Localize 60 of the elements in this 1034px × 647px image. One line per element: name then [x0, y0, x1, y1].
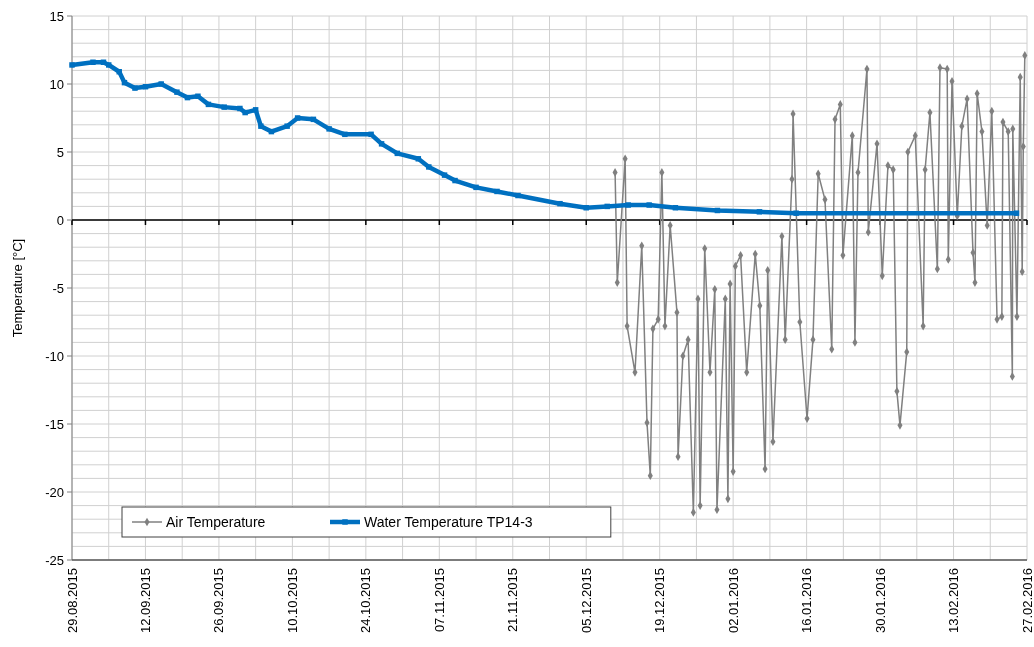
point: [174, 89, 180, 95]
x-tick-label: 05.12.2015: [578, 568, 594, 634]
point: [756, 209, 763, 215]
x-tick-label: 16.01.2016: [799, 568, 815, 634]
y-tick-label: 0: [56, 212, 64, 228]
point: [252, 107, 259, 113]
point: [69, 62, 75, 68]
point: [221, 104, 227, 110]
y-axis-title: Temperature [°C]: [10, 238, 25, 338]
x-tick-label: 10.10.2015: [284, 568, 300, 634]
x-tick-label: 26.09.2015: [211, 568, 227, 634]
x-tick-label: 07.11.2015: [431, 568, 447, 633]
point: [284, 123, 290, 129]
point: [294, 115, 301, 121]
point: [242, 109, 248, 116]
point: [646, 202, 652, 208]
point: [195, 93, 201, 99]
y-tick-label: -10: [45, 348, 64, 364]
point: [158, 81, 164, 87]
point: [604, 203, 610, 210]
x-tick-label: 30.01.2016: [872, 568, 888, 634]
x-tick-label: 21.11.2015: [505, 568, 521, 633]
y-tick-label: 5: [56, 144, 64, 160]
point: [625, 202, 631, 208]
point: [116, 69, 122, 75]
point: [90, 59, 96, 65]
point: [378, 141, 385, 147]
point: [583, 205, 589, 211]
point: [452, 177, 458, 184]
legend-label: Water Temperature TP14-3: [364, 513, 533, 530]
legend-label: Air Temperature: [166, 513, 266, 530]
point: [258, 123, 264, 129]
y-tick-label: 15: [49, 8, 64, 24]
y-tick-label: -20: [45, 484, 64, 500]
x-tick-label: 24.10.2015: [358, 568, 374, 634]
point: [342, 131, 348, 138]
point: [793, 210, 799, 216]
point: [515, 192, 521, 199]
point: [473, 184, 479, 191]
point: [368, 131, 374, 138]
point: [237, 105, 243, 112]
point: [557, 200, 563, 207]
point: [105, 62, 112, 68]
y-tick-label: -25: [45, 552, 64, 568]
y-tick-label: -15: [45, 416, 64, 432]
x-tick-label: 19.12.2015: [652, 568, 668, 634]
point: [441, 172, 448, 178]
x-tick-label: 12.09.2015: [138, 568, 154, 634]
y-tick-label: 10: [49, 76, 64, 92]
x-tick-label: 27.02.2016: [1019, 568, 1034, 634]
point: [426, 164, 432, 170]
x-tick-label: 29.08.2015: [64, 568, 80, 634]
x-tick-label: 02.01.2016: [725, 568, 741, 634]
x-tick-label: 13.02.2016: [946, 568, 962, 634]
point: [1013, 210, 1020, 216]
y-tick-label: -5: [52, 280, 64, 296]
point: [132, 85, 138, 91]
point: [415, 156, 422, 162]
point: [494, 188, 500, 195]
point: [326, 126, 332, 132]
